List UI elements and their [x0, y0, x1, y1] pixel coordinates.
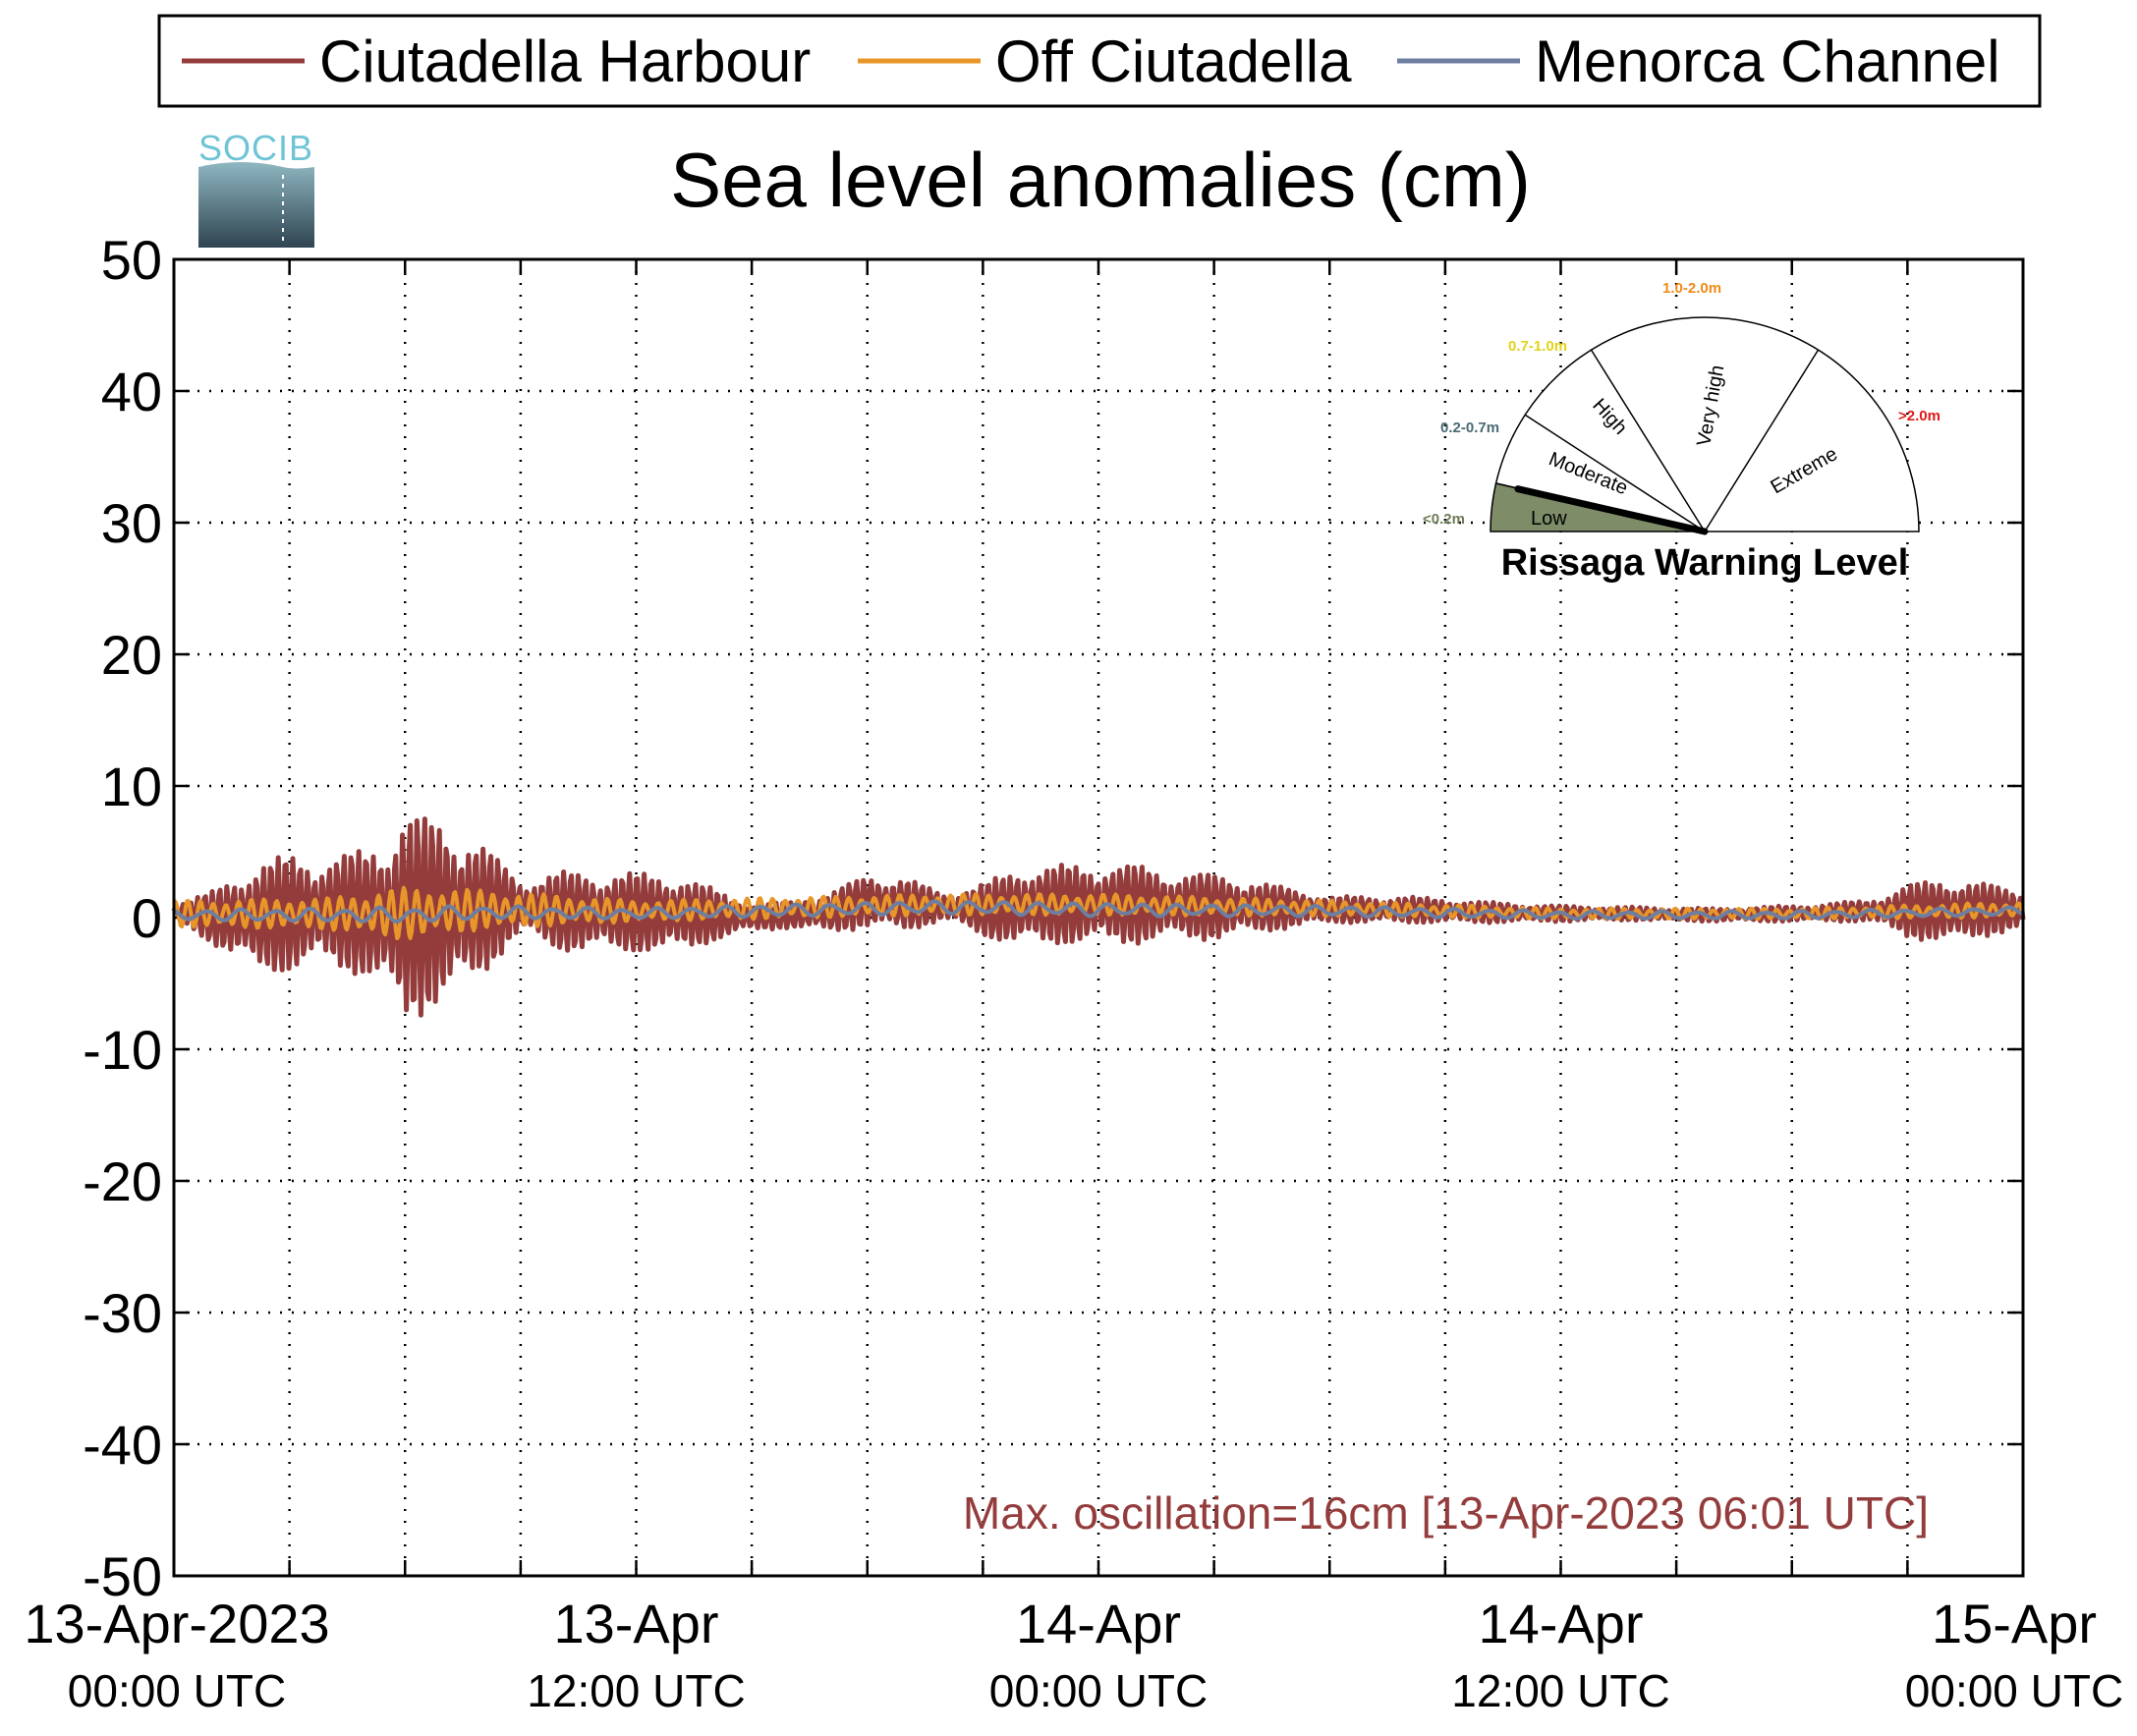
gauge-divider — [1524, 414, 1706, 532]
rissaga-warning-gauge: Low Moderate High Very high Extreme <0.2… — [1423, 280, 1940, 584]
y-tick-label: 10 — [101, 756, 162, 817]
socib-logo: SOCIB — [198, 128, 314, 248]
gauge-range-veryhigh: 1.0-2.0m — [1662, 280, 1721, 297]
x-tick-label-time: 00:00 UTC — [989, 1665, 1208, 1716]
legend-label-off: Off Ciutadella — [995, 28, 1352, 94]
x-tick-label-date: 13-Apr-2023 — [24, 1593, 329, 1654]
legend: Ciutadella Harbour Off Ciutadella Menorc… — [157, 14, 2042, 108]
x-tick-label-date: 15-Apr — [1932, 1593, 2097, 1654]
max-oscillation-annotation: Max. oscillation=16cm [13-Apr-2023 06:01… — [963, 1487, 1929, 1539]
gauge-needle — [1514, 485, 1709, 535]
gauge-divider — [1704, 349, 1820, 532]
x-tick-labels: 13-Apr-2023 00:00 UTC 13-Apr 12:00 UTC 14-Ap… — [24, 1593, 2123, 1716]
gauge-divider — [1590, 349, 1706, 532]
gauge-range-high: 0.7-1.0m — [1508, 338, 1567, 355]
y-tick-label: 20 — [101, 624, 162, 686]
x-tick-label-time: 12:00 UTC — [527, 1665, 745, 1716]
chart-title: Sea level anomalies (cm) — [670, 137, 1531, 223]
y-tick-label: -30 — [83, 1282, 162, 1344]
y-tick-label: 50 — [101, 229, 162, 291]
x-tick-label-date: 13-Apr — [553, 1593, 718, 1654]
legend-label-harbour: Ciutadella Harbour — [319, 28, 811, 94]
gauge-title: Rissaga Warning Level — [1501, 542, 1909, 584]
y-tick-label: -20 — [83, 1150, 162, 1212]
gauge-range-low: <0.2m — [1423, 511, 1465, 528]
y-tick-label: 0 — [132, 887, 162, 949]
x-tick-label-time: 00:00 UTC — [68, 1665, 286, 1716]
y-tick-label: -50 — [83, 1545, 162, 1607]
gauge-outline — [1494, 316, 1920, 532]
gauge-range-moderate: 0.2-0.7m — [1440, 420, 1499, 436]
y-tick-label: 40 — [101, 361, 162, 422]
logo-text: SOCIB — [198, 128, 313, 168]
data-series — [171, 816, 2026, 1018]
x-tick-label-date: 14-Apr — [1016, 1593, 1181, 1654]
gauge-dial — [1490, 316, 1920, 535]
legend-label-channel: Menorca Channel — [1535, 28, 2000, 94]
series-line-channel — [173, 899, 2024, 924]
gauge-segment-low: Low — [1531, 508, 1567, 530]
x-tick-label-date: 14-Apr — [1478, 1593, 1643, 1654]
gauge-range-extreme: >2.0m — [1898, 408, 1940, 424]
axis-ticks — [174, 257, 2023, 1578]
series-line-harbour — [171, 816, 2026, 1018]
y-tick-label: -40 — [83, 1414, 162, 1476]
legend-frame — [157, 14, 2042, 108]
y-tick-label: 30 — [101, 492, 162, 554]
x-tick-label-time: 00:00 UTC — [1905, 1665, 2123, 1716]
x-tick-label-time: 12:00 UTC — [1451, 1665, 1669, 1716]
y-tick-label: -10 — [83, 1019, 162, 1081]
y-tick-labels: 50 40 30 20 10 0 -10 -20 -30 -40 -50 — [83, 229, 162, 1607]
